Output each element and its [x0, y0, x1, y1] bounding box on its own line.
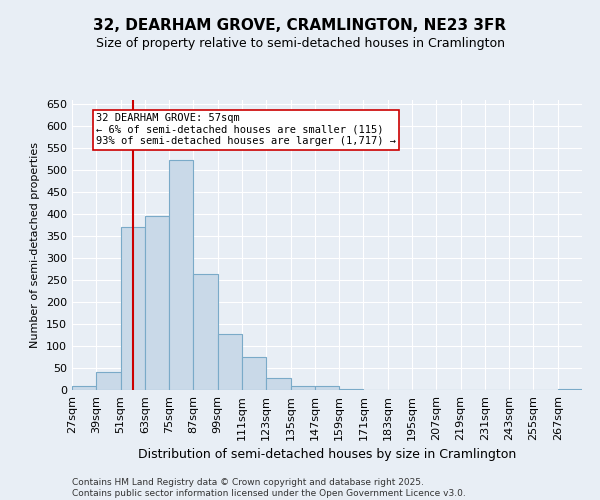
Bar: [145, 216, 169, 390]
Bar: [96, 372, 121, 390]
Bar: [193, 274, 218, 390]
Bar: [558, 388, 582, 390]
Bar: [218, 334, 242, 390]
X-axis label: Distribution of semi-detached houses by size in Cramlington: Distribution of semi-detached houses by …: [138, 448, 516, 461]
Text: Size of property relative to semi-detached houses in Cramlington: Size of property relative to semi-detach…: [95, 38, 505, 51]
Bar: [121, 228, 145, 390]
Bar: [169, 160, 193, 390]
Y-axis label: Number of semi-detached properties: Number of semi-detached properties: [31, 142, 40, 348]
Bar: [72, 386, 96, 390]
Text: Contains HM Land Registry data © Crown copyright and database right 2025.
Contai: Contains HM Land Registry data © Crown c…: [72, 478, 466, 498]
Text: 32 DEARHAM GROVE: 57sqm
← 6% of semi-detached houses are smaller (115)
93% of se: 32 DEARHAM GROVE: 57sqm ← 6% of semi-det…: [96, 113, 396, 146]
Bar: [242, 357, 266, 390]
Text: 32, DEARHAM GROVE, CRAMLINGTON, NE23 3FR: 32, DEARHAM GROVE, CRAMLINGTON, NE23 3FR: [94, 18, 506, 32]
Bar: [339, 388, 364, 390]
Bar: [290, 386, 315, 390]
Bar: [315, 386, 339, 390]
Bar: [266, 378, 290, 390]
